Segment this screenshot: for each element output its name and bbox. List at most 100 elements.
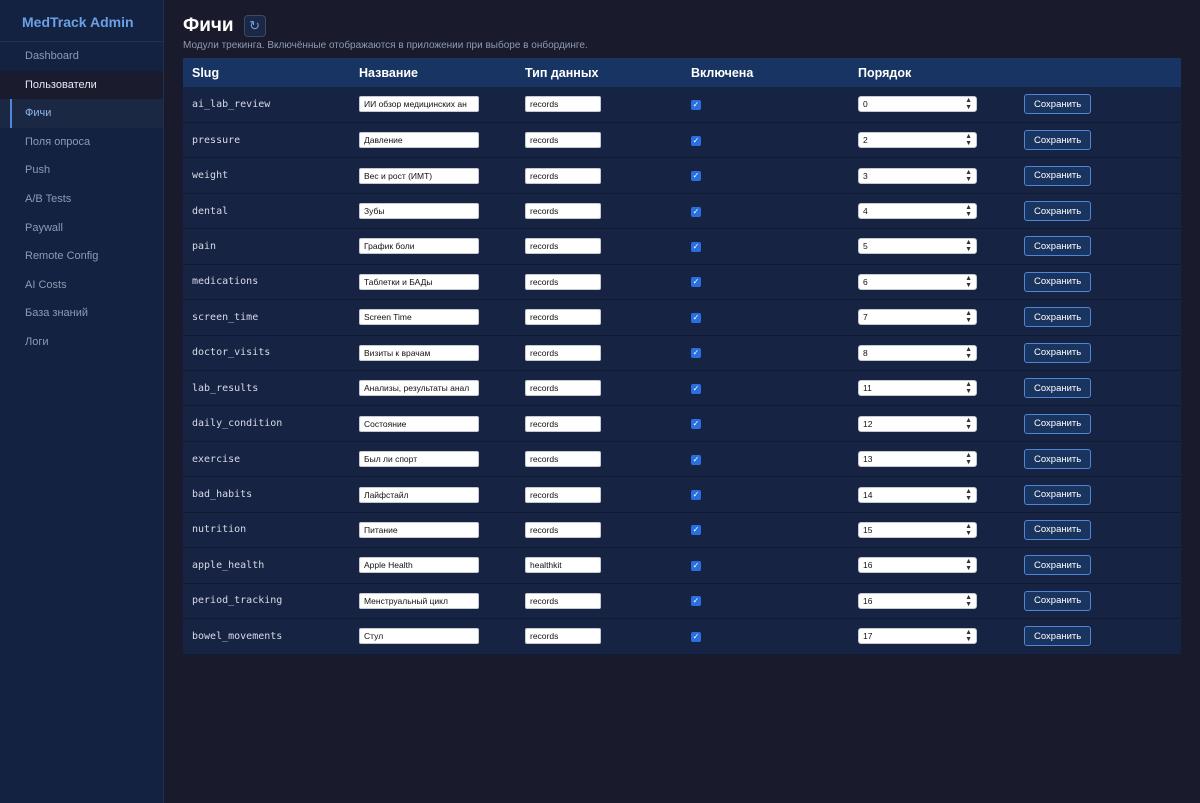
stepper-arrows-icon[interactable]: ▲ ▼ <box>965 452 972 467</box>
save-button[interactable]: Сохранить <box>1024 590 1092 611</box>
data-type-field[interactable] <box>525 486 601 503</box>
data-type-field[interactable] <box>525 451 601 468</box>
save-button[interactable]: Сохранить <box>1024 519 1092 540</box>
enabled-checkbox[interactable]: ✓ <box>691 277 701 288</box>
order-stepper[interactable]: 13 ▲ ▼ <box>858 451 977 468</box>
sidebar-item-push[interactable]: Push <box>25 164 51 177</box>
data-type-field[interactable] <box>525 203 601 220</box>
stepper-arrows-icon[interactable]: ▲ ▼ <box>965 522 972 537</box>
save-button[interactable]: Сохранить <box>1024 413 1092 434</box>
data-type-field[interactable] <box>525 557 601 574</box>
enabled-checkbox[interactable]: ✓ <box>691 241 701 252</box>
enabled-checkbox[interactable]: ✓ <box>691 348 701 359</box>
stepper-arrows-icon[interactable]: ▲ ▼ <box>965 97 972 112</box>
stepper-arrows-icon[interactable]: ▲ ▼ <box>965 133 972 148</box>
save-button[interactable]: Сохранить <box>1024 449 1092 470</box>
enabled-checkbox[interactable]: ✓ <box>691 490 701 501</box>
name-field[interactable] <box>359 344 479 361</box>
sidebar-item-knowledge-base[interactable]: База знаний <box>25 307 89 320</box>
stepper-arrows-icon[interactable]: ▲ ▼ <box>965 416 972 431</box>
enabled-checkbox[interactable]: ✓ <box>691 560 701 571</box>
data-type-field[interactable] <box>525 273 601 290</box>
stepper-arrows-icon[interactable]: ▲ ▼ <box>965 345 972 360</box>
name-field[interactable] <box>359 557 479 574</box>
data-type-field[interactable] <box>525 521 601 538</box>
order-stepper[interactable]: 3 ▲ ▼ <box>858 167 977 184</box>
order-stepper[interactable]: 6 ▲ ▼ <box>858 273 977 290</box>
name-field[interactable] <box>359 451 479 468</box>
sidebar-item-ab-tests[interactable]: A/B Tests <box>25 192 72 205</box>
data-type-field[interactable] <box>525 415 601 432</box>
sidebar-item-logs[interactable]: Логи <box>25 335 49 348</box>
enabled-checkbox[interactable]: ✓ <box>691 135 701 146</box>
enabled-checkbox[interactable]: ✓ <box>691 206 701 217</box>
order-stepper[interactable]: 17 ▲ ▼ <box>858 628 977 645</box>
enabled-checkbox[interactable]: ✓ <box>691 596 701 607</box>
data-type-field[interactable] <box>525 132 601 149</box>
stepper-arrows-icon[interactable]: ▲ ▼ <box>965 558 972 573</box>
stepper-arrows-icon[interactable]: ▲ ▼ <box>965 381 972 396</box>
name-field[interactable] <box>359 415 479 432</box>
data-type-field[interactable] <box>525 380 601 397</box>
save-button[interactable]: Сохранить <box>1024 307 1092 328</box>
enabled-checkbox[interactable]: ✓ <box>691 383 701 394</box>
order-stepper[interactable]: 16 ▲ ▼ <box>858 592 977 609</box>
sidebar-item-paywall[interactable]: Paywall <box>25 221 63 234</box>
name-field[interactable] <box>359 203 479 220</box>
stepper-arrows-icon[interactable]: ▲ ▼ <box>965 310 972 325</box>
save-button[interactable]: Сохранить <box>1024 484 1092 505</box>
enabled-checkbox[interactable]: ✓ <box>691 525 701 536</box>
order-stepper[interactable]: 4 ▲ ▼ <box>858 203 977 220</box>
order-stepper[interactable]: 11 ▲ ▼ <box>858 380 977 397</box>
data-type-field[interactable] <box>525 167 601 184</box>
sidebar-item-ai-costs[interactable]: AI Costs <box>25 278 67 291</box>
enabled-checkbox[interactable]: ✓ <box>691 312 701 323</box>
save-button[interactable]: Сохранить <box>1024 201 1092 222</box>
name-field[interactable] <box>359 521 479 538</box>
name-field[interactable] <box>359 380 479 397</box>
name-field[interactable] <box>359 238 479 255</box>
order-stepper[interactable]: 2 ▲ ▼ <box>858 132 977 149</box>
order-stepper[interactable]: 15 ▲ ▼ <box>858 521 977 538</box>
save-button[interactable]: Сохранить <box>1024 165 1092 186</box>
name-field[interactable] <box>359 628 479 645</box>
order-stepper[interactable]: 8 ▲ ▼ <box>858 344 977 361</box>
save-button[interactable]: Сохранить <box>1024 236 1092 257</box>
save-button[interactable]: Сохранить <box>1024 130 1092 151</box>
order-stepper[interactable]: 7 ▲ ▼ <box>858 309 977 326</box>
order-stepper[interactable]: 14 ▲ ▼ <box>858 486 977 503</box>
data-type-field[interactable] <box>525 309 601 326</box>
enabled-checkbox[interactable]: ✓ <box>691 171 701 182</box>
save-button[interactable]: Сохранить <box>1024 626 1092 647</box>
sidebar-item-dashboard[interactable]: Dashboard <box>25 50 79 62</box>
name-field[interactable] <box>359 132 479 149</box>
order-stepper[interactable]: 12 ▲ ▼ <box>858 415 977 432</box>
name-field[interactable] <box>359 167 479 184</box>
name-field[interactable] <box>359 309 479 326</box>
enabled-checkbox[interactable]: ✓ <box>691 454 701 465</box>
order-stepper[interactable]: 16 ▲ ▼ <box>858 557 977 574</box>
name-field[interactable] <box>359 273 479 290</box>
sidebar-item-features[interactable]: Фичи <box>0 99 163 128</box>
app-brand[interactable]: MedTrack Admin <box>0 0 163 42</box>
stepper-arrows-icon[interactable]: ▲ ▼ <box>965 204 972 219</box>
enabled-checkbox[interactable]: ✓ <box>691 631 701 642</box>
data-type-field[interactable] <box>525 96 601 113</box>
stepper-arrows-icon[interactable]: ▲ ▼ <box>965 239 972 254</box>
save-button[interactable]: Сохранить <box>1024 271 1092 292</box>
name-field[interactable] <box>359 486 479 503</box>
stepper-arrows-icon[interactable]: ▲ ▼ <box>965 168 972 183</box>
stepper-arrows-icon[interactable]: ▲ ▼ <box>965 487 972 502</box>
sidebar-item-remote-config[interactable]: Remote Config <box>25 250 99 263</box>
order-stepper[interactable]: 0 ▲ ▼ <box>858 96 977 113</box>
data-type-field[interactable] <box>525 344 601 361</box>
stepper-arrows-icon[interactable]: ▲ ▼ <box>965 274 972 289</box>
save-button[interactable]: Сохранить <box>1024 378 1092 399</box>
data-type-field[interactable] <box>525 628 601 645</box>
data-type-field[interactable] <box>525 592 601 609</box>
save-button[interactable]: Сохранить <box>1024 342 1092 363</box>
data-type-field[interactable] <box>525 238 601 255</box>
save-button[interactable]: Сохранить <box>1024 555 1092 576</box>
stepper-arrows-icon[interactable]: ▲ ▼ <box>965 593 972 608</box>
refresh-button[interactable]: ↻ <box>243 15 266 37</box>
